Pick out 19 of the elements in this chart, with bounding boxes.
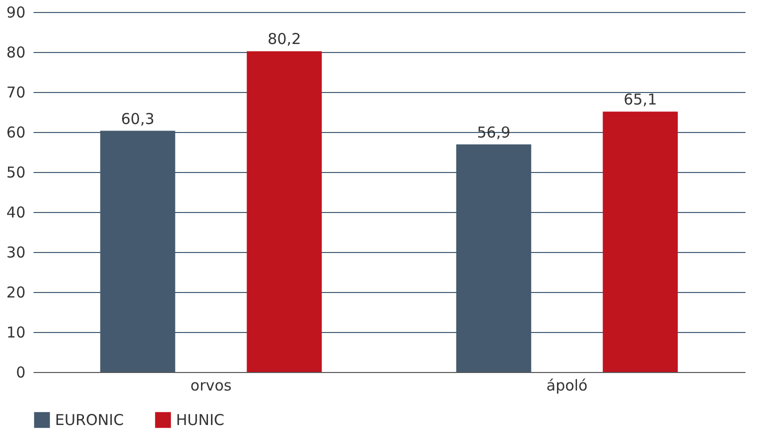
data-label: 80,2 (268, 30, 301, 48)
y-tick-label: 10 (6, 324, 26, 342)
x-tick-label: orvos (190, 376, 232, 394)
data-label: 65,1 (624, 90, 657, 109)
x-tick-label: ápoló (546, 376, 588, 394)
data-label: 60,3 (121, 110, 154, 128)
bar (246, 51, 322, 372)
bar (602, 112, 678, 372)
y-tick-label: 90 (6, 4, 26, 22)
legend-label: HUNIC (176, 411, 224, 429)
y-tick-label: 60 (6, 124, 26, 142)
y-tick-label: 50 (6, 164, 26, 182)
y-tick-label: 30 (6, 244, 26, 262)
legend-label: EURONIC (55, 411, 124, 429)
y-tick-label: 40 (6, 204, 26, 222)
y-tick-label: 20 (6, 284, 26, 302)
y-tick-label: 80 (6, 44, 26, 62)
y-tick-label: 0 (16, 364, 26, 382)
y-tick-label: 70 (6, 84, 26, 102)
